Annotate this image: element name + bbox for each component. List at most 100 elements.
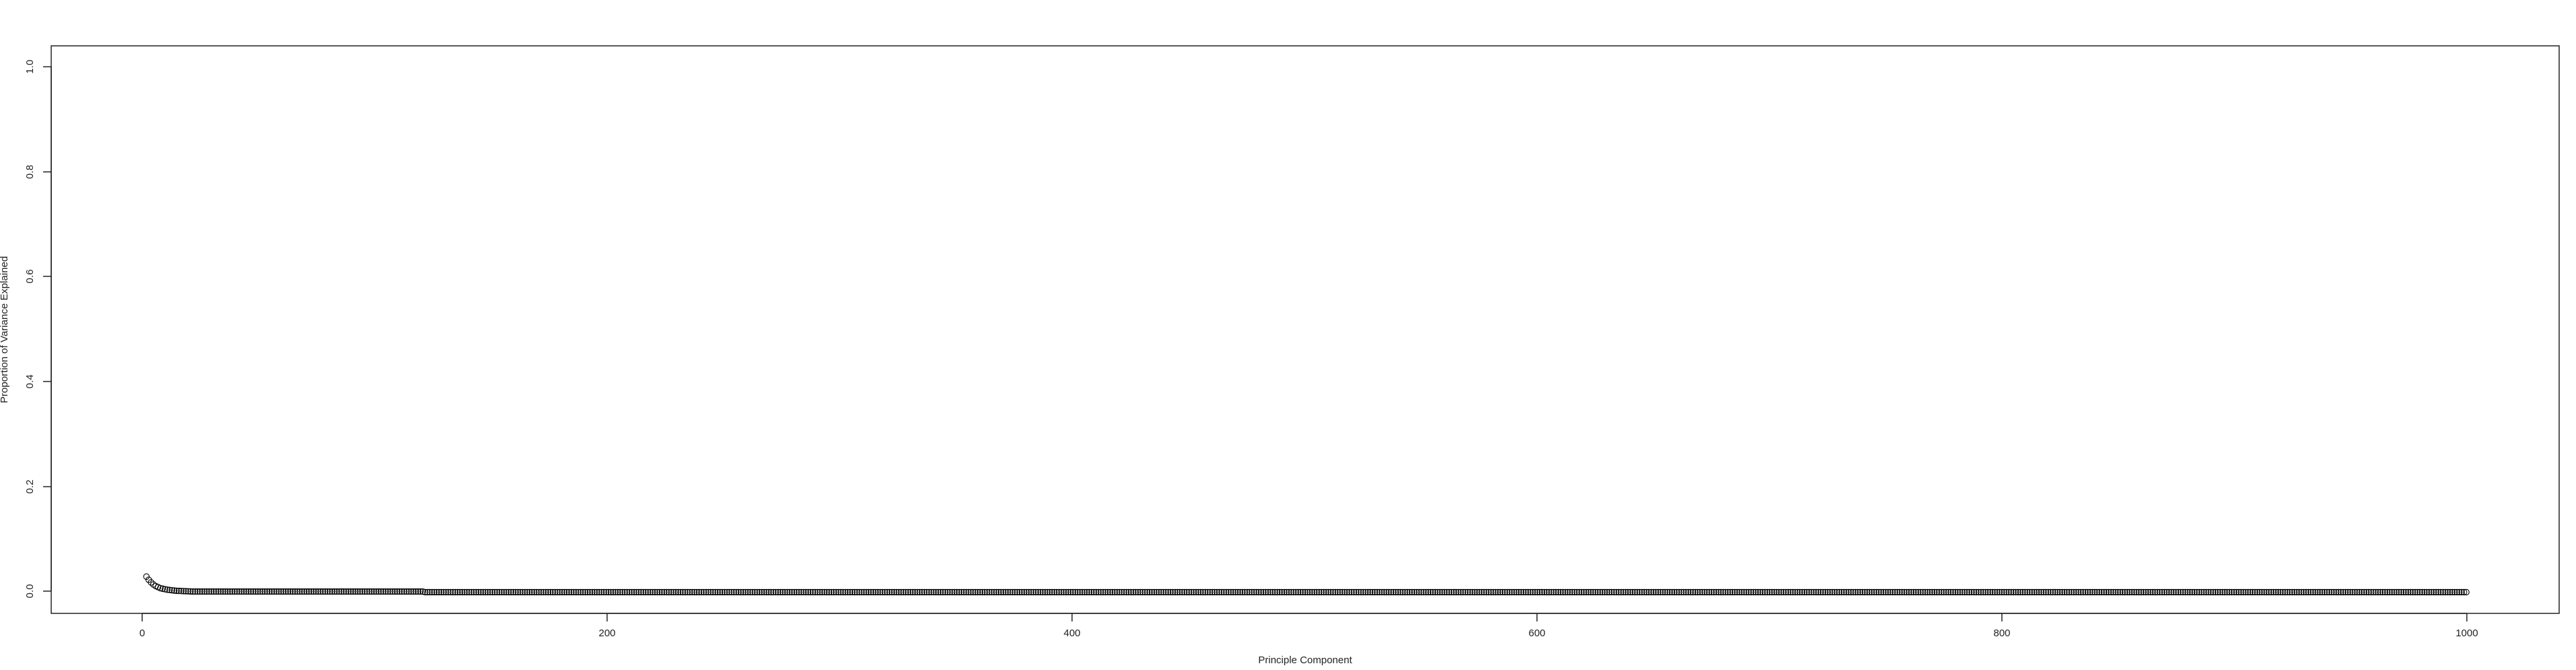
data-point [1357, 588, 1364, 596]
data-point [1815, 588, 1822, 596]
data-point [937, 588, 944, 596]
data-point [1390, 588, 1397, 596]
data-point [1936, 588, 1943, 596]
data-point [995, 588, 1002, 596]
data-point [1432, 588, 1439, 596]
data-point [1464, 588, 1471, 596]
data-point [633, 588, 640, 596]
data-point [1174, 588, 1181, 596]
y-tick-label-0-4: 0.4 [24, 375, 36, 389]
data-point [1076, 588, 1083, 596]
data-point [1664, 588, 1671, 596]
data-point [837, 588, 844, 596]
data-point [1474, 588, 1480, 596]
data-point [342, 588, 350, 595]
x-tick-label-200: 200 [598, 628, 615, 639]
data-point [825, 588, 833, 596]
data-point [1469, 588, 1476, 596]
data-point [1501, 588, 1509, 596]
data-point [1699, 588, 1706, 596]
data-point [1550, 588, 1557, 596]
data-point [883, 588, 891, 596]
data-point [233, 588, 241, 595]
data-point [363, 588, 371, 595]
data-point [561, 588, 568, 596]
data-point [2151, 588, 2159, 596]
data-point [2019, 588, 2026, 596]
data-point [417, 588, 424, 595]
data-point [1604, 588, 1610, 596]
data-point [2189, 588, 2196, 596]
data-point [930, 588, 937, 596]
data-point [765, 588, 772, 596]
data-point [2407, 588, 2414, 596]
data-point [2272, 588, 2280, 596]
data-point [1573, 588, 1580, 596]
data-point [1835, 588, 1843, 596]
data-point [2444, 588, 2451, 596]
data-point [2147, 588, 2154, 596]
data-point [377, 588, 385, 595]
data-point [1515, 588, 1522, 596]
data-point [1599, 588, 1606, 596]
data-point [1596, 588, 1604, 596]
data-point [1882, 588, 1889, 596]
data-point [2145, 588, 2151, 596]
data-point [1450, 588, 1457, 596]
data-point [1578, 588, 1585, 596]
data-point [1996, 588, 2003, 596]
data-point [1989, 588, 1996, 596]
data-point [1984, 588, 1991, 596]
data-point [1671, 588, 1678, 596]
data-point [2412, 588, 2419, 596]
data-point [1125, 588, 1132, 596]
data-point [354, 588, 361, 595]
data-point [615, 588, 621, 596]
data-point [1090, 588, 1098, 596]
data-point [1822, 588, 1829, 596]
data-point [584, 588, 591, 596]
data-point [1643, 588, 1650, 596]
data-point [1689, 588, 1697, 596]
data-point [2212, 588, 2219, 596]
data-point [466, 588, 473, 596]
data-point [979, 588, 986, 596]
data-point [877, 588, 884, 596]
data-point [1332, 588, 1339, 596]
data-point [2184, 588, 2191, 596]
data-point [816, 588, 823, 596]
data-point [212, 588, 220, 595]
data-point [1462, 588, 1469, 596]
data-point [1590, 588, 1597, 596]
data-point [1801, 588, 1808, 596]
data-point [217, 588, 224, 595]
data-point [594, 588, 600, 596]
data-point [1490, 588, 1497, 596]
data-point [1039, 588, 1046, 596]
data-point [1204, 588, 1212, 596]
data-point [1028, 588, 1035, 596]
data-point [674, 588, 682, 596]
data-point [226, 588, 234, 595]
data-point [1838, 588, 1845, 596]
data-point [1079, 588, 1086, 596]
data-point [326, 588, 334, 595]
data-point [544, 588, 552, 596]
data-point [844, 588, 851, 596]
data-point [2045, 588, 2052, 596]
data-point [2073, 588, 2079, 596]
data-point [2314, 588, 2321, 596]
data-point [860, 588, 867, 596]
data-point [749, 588, 756, 596]
data-point [621, 588, 628, 596]
data-point [1148, 588, 1156, 596]
data-point [2418, 588, 2426, 596]
data-point [1336, 588, 1344, 596]
data-point [257, 588, 263, 595]
data-point [1053, 588, 1061, 596]
data-point [1705, 588, 1713, 596]
data-point [900, 588, 907, 596]
data-point [538, 588, 544, 596]
data-point [1299, 588, 1307, 596]
data-point [1676, 588, 1683, 596]
